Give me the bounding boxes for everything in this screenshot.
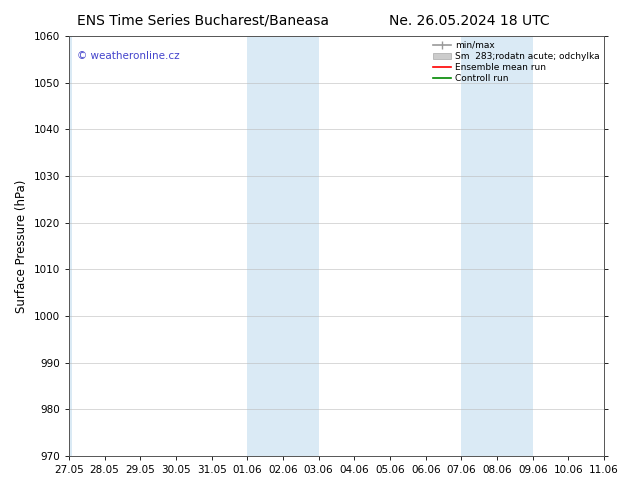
Bar	[462, 36, 533, 456]
Text: Ne. 26.05.2024 18 UTC: Ne. 26.05.2024 18 UTC	[389, 14, 550, 28]
Bar	[65, 36, 72, 456]
Text: © weatheronline.cz: © weatheronline.cz	[77, 51, 179, 61]
Bar	[247, 36, 319, 456]
Y-axis label: Surface Pressure (hPa): Surface Pressure (hPa)	[15, 179, 28, 313]
Legend: min/max, Sm  283;rodatn acute; odchylka, Ensemble mean run, Controll run: min/max, Sm 283;rodatn acute; odchylka, …	[430, 38, 602, 86]
Text: ENS Time Series Bucharest/Baneasa: ENS Time Series Bucharest/Baneasa	[77, 14, 329, 28]
